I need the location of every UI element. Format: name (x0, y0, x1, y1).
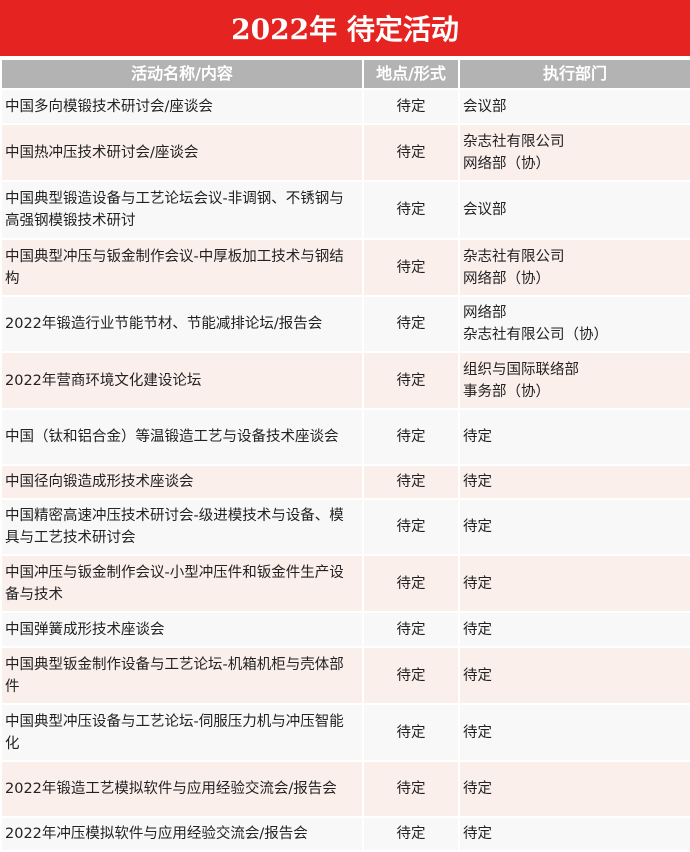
dept-line: 待定 (463, 781, 492, 797)
activity-dept: 组织与国际联络部 事务部（协） (458, 351, 690, 410)
table-row: 中国弹簧成形技术座谈会 待定 待定 (0, 611, 690, 648)
activity-dept: 待定 (458, 408, 690, 466)
dept-line: 会议部 (463, 98, 507, 115)
activity-name: 2022年锻造行业节能节材、节能减排论坛/报告会 (0, 295, 364, 353)
activity-dept: 待定 (458, 554, 690, 613)
activity-place: 待定 (362, 611, 460, 648)
activity-name: 中国典型冲压与钣金制作会议-中厚板加工技术与钢结构 (0, 238, 364, 297)
activity-place: 待定 (362, 408, 460, 466)
table-row: 中国典型冲压设备与工艺论坛-伺服压力机与冲压智能化 待定 待定 (0, 703, 690, 762)
activity-dept: 会议部 (458, 180, 690, 240)
table-row: 中国典型钣金制作设备与工艺论坛-机箱机柜与壳体部件 待定 待定 (0, 646, 690, 705)
column-header-name: 活动名称/内容 (0, 58, 364, 90)
activity-name: 中国冲压与钣金制作会议-小型冲压件和钣金件生产设备与技术 (0, 554, 364, 613)
table-row: 2022年营商环境文化建设论坛 待定 组织与国际联络部 事务部（协） (0, 351, 690, 410)
dept-line: 待定 (463, 724, 492, 741)
activity-place: 待定 (362, 703, 460, 762)
activity-dept: 待定 (458, 464, 690, 500)
activity-name: 中国（钛和铝合金）等温锻造工艺与设备技术座谈会 (0, 408, 364, 466)
activity-place: 待定 (362, 88, 460, 125)
activity-dept: 网络部杂志社有限公司（协） (458, 295, 690, 353)
activity-dept: 会议部 (458, 88, 690, 125)
activity-dept: 杂志社有限公司 网络部（协） (458, 123, 690, 182)
activity-dept: 杂志社有限公司 网络部（协） (458, 238, 690, 297)
dept-line: 待定 (463, 826, 492, 842)
activity-place: 待定 (362, 295, 460, 353)
table-row: 中国（钛和铝合金）等温锻造工艺与设备技术座谈会 待定 待定 (0, 408, 690, 466)
activity-place: 待定 (362, 180, 460, 240)
activity-place: 待定 (362, 238, 460, 297)
activity-name: 中国弹簧成形技术座谈会 (0, 611, 364, 648)
table-row: 中国多向模锻技术研讨会/座谈会 待定 会议部 (0, 88, 690, 125)
activity-place: 待定 (362, 123, 460, 182)
activity-dept: 待定 (458, 816, 690, 852)
activity-name: 2022年冲压模拟软件与应用经验交流会/报告会 (0, 816, 364, 852)
dept-line: 待定 (463, 429, 492, 445)
dept-line: 待定 (463, 519, 492, 535)
table-row: 中国冲压与钣金制作会议-小型冲压件和钣金件生产设备与技术 待定 待定 (0, 554, 690, 613)
table-row: 中国典型锻造设备与工艺论坛会议-非调钢、不锈钢与高强钢模锻技术研讨 待定 会议部 (0, 180, 690, 240)
activity-place: 待定 (362, 498, 460, 556)
activity-name: 中国精密高速冲压技术研讨会-级进模技术与设备、模具与工艺技术研讨会 (0, 498, 364, 556)
activity-place: 待定 (362, 554, 460, 613)
column-header-dept: 执行部门 (458, 58, 690, 90)
column-header-place: 地点/形式 (362, 58, 460, 90)
dept-line: 待定 (463, 667, 492, 684)
table-row: 2022年冲压模拟软件与应用经验交流会/报告会 待定 待定 (0, 816, 690, 852)
dept-line: 杂志社有限公司 (463, 133, 565, 150)
dept-line: 组织与国际联络部 (463, 361, 579, 378)
table-row: 中国热冲压技术研讨会/座谈会 待定 杂志社有限公司 网络部（协） (0, 123, 690, 182)
activity-name: 中国典型冲压设备与工艺论坛-伺服压力机与冲压智能化 (0, 703, 364, 762)
activity-name: 中国典型锻造设备与工艺论坛会议-非调钢、不锈钢与高强钢模锻技术研讨 (0, 180, 364, 240)
dept-line: 事务部（协） (463, 383, 550, 400)
table-row: 中国精密高速冲压技术研讨会-级进模技术与设备、模具与工艺技术研讨会 待定 待定 (0, 498, 690, 556)
activity-name: 2022年锻造工艺模拟软件与应用经验交流会/报告会 (0, 760, 364, 818)
table-row: 2022年锻造工艺模拟软件与应用经验交流会/报告会 待定 待定 (0, 760, 690, 818)
dept-line: 网络部（协） (463, 155, 550, 172)
activity-dept: 待定 (458, 646, 690, 705)
dept-line: 待定 (463, 575, 492, 592)
activity-place: 待定 (362, 351, 460, 410)
dept-line: 待定 (463, 474, 492, 490)
activities-table: 活动名称/内容 地点/形式 执行部门 中国多向模锻技术研讨会/座谈会 待定 会议部中… (0, 58, 690, 852)
dept-line: 网络部（协） (463, 270, 550, 287)
page-title: 2022年 待定活动 (0, 0, 690, 58)
activity-name: 中国径向锻造成形技术座谈会 (0, 464, 364, 500)
activity-dept: 待定 (458, 498, 690, 556)
table-row: 2022年锻造行业节能节材、节能减排论坛/报告会 待定 网络部杂志社有限公司（协） (0, 295, 690, 353)
activity-place: 待定 (362, 464, 460, 500)
table-header: 活动名称/内容 地点/形式 执行部门 (0, 58, 690, 90)
table-row: 中国典型冲压与钣金制作会议-中厚板加工技术与钢结构 待定 杂志社有限公司 网络部（协） (0, 238, 690, 297)
activity-dept: 待定 (458, 760, 690, 818)
dept-line: 杂志社有限公司 (463, 248, 565, 265)
dept-line: 网络部 (463, 305, 507, 321)
table-row: 中国径向锻造成形技术座谈会 待定 待定 (0, 464, 690, 500)
activity-dept: 待定 (458, 611, 690, 648)
dept-line: 待定 (463, 621, 492, 638)
dept-line: 会议部 (463, 202, 507, 218)
activity-place: 待定 (362, 760, 460, 818)
activity-place: 待定 (362, 646, 460, 705)
activity-name: 2022年营商环境文化建设论坛 (0, 351, 364, 410)
activity-name: 中国多向模锻技术研讨会/座谈会 (0, 88, 364, 125)
activity-place: 待定 (362, 816, 460, 852)
dept-line: 杂志社有限公司（协） (463, 327, 608, 343)
activity-name: 中国典型钣金制作设备与工艺论坛-机箱机柜与壳体部件 (0, 646, 364, 705)
activity-name: 中国热冲压技术研讨会/座谈会 (0, 123, 364, 182)
activity-dept: 待定 (458, 703, 690, 762)
